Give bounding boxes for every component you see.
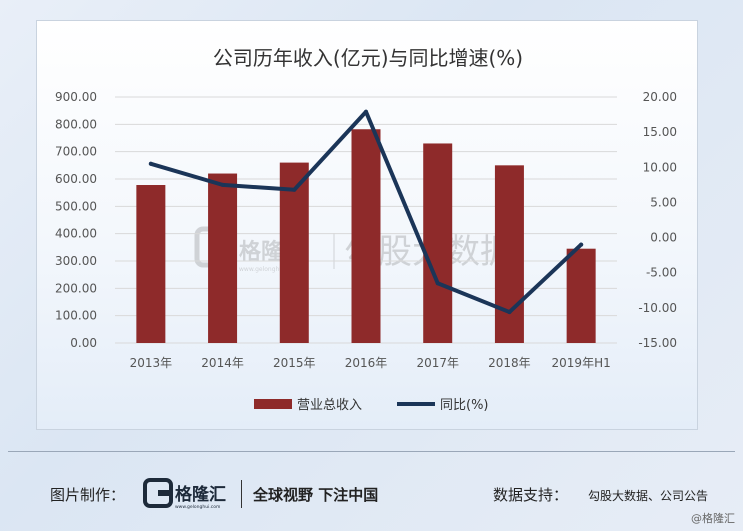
bar [136, 185, 166, 343]
growth-point [579, 242, 584, 247]
y-left-tick-label: 400.00 [55, 227, 97, 241]
credit-label: 图片制作： [50, 486, 126, 504]
chart-legend: 营业总收入 同比(%) [254, 398, 489, 413]
growth-point [435, 281, 440, 286]
bar [208, 173, 238, 343]
legend-label-bar: 营业总收入 [297, 398, 362, 413]
y-right-tick-label: -10.00 [638, 301, 677, 315]
growth-point [364, 109, 368, 114]
x-tick-label: 2014年 [201, 356, 244, 370]
slogan: 全球视野 下注中国 [253, 486, 379, 504]
watermark-site: www.gelonghui.com [239, 266, 300, 273]
x-tick-label: 2015年 [273, 356, 316, 370]
y-left-tick-label: 200.00 [55, 281, 97, 295]
bar [423, 143, 453, 343]
chart-title: 公司历年收入(亿元)与同比增速(%) [213, 46, 523, 70]
x-tick-label: 2013年 [130, 356, 173, 370]
y-right-tick-label: 10.00 [643, 160, 677, 174]
y-right-tick-label: 20.00 [643, 90, 677, 104]
source-label: 数据支持： [493, 486, 569, 504]
bar [351, 129, 381, 343]
bar [279, 162, 309, 343]
brand-logo: 格隆汇 www.gelonghui.com [143, 478, 226, 510]
brand-name: 格隆汇 [175, 484, 226, 505]
x-tick-label: 2016年 [345, 356, 388, 370]
bar [494, 165, 524, 343]
y-left-tick-label: 600.00 [55, 172, 97, 186]
legend-label-line: 同比(%) [440, 398, 489, 413]
y-left-tick-label: 800.00 [55, 117, 97, 131]
y-left-tick-label: 100.00 [55, 309, 97, 323]
y-right-tick-label: 0.00 [650, 231, 677, 245]
bar [566, 248, 596, 343]
x-tick-label: 2019年H1 [552, 356, 611, 370]
y-right-tick-label: 5.00 [650, 195, 677, 209]
legend-swatch-bar [254, 399, 292, 409]
footer: 图片制作： 格隆汇 www.gelonghui.com 全球视野 下注中国 数据… [0, 470, 743, 520]
x-tick-label: 2017年 [416, 356, 459, 370]
brand-separator [241, 480, 242, 508]
y-right-tick-label: 15.00 [643, 125, 677, 139]
y-right-tick-label: -15.00 [638, 336, 677, 350]
x-tick-label: 2018年 [488, 356, 531, 370]
source-value: 勾股大数据、公司公告 [588, 489, 709, 503]
growth-point [148, 161, 153, 166]
growth-point [507, 310, 512, 315]
y-left-tick-label: 900.00 [55, 90, 97, 104]
growth-point [292, 187, 297, 192]
y-left-tick-label: 700.00 [55, 145, 97, 159]
y-left-tick-label: 0.00 [70, 336, 97, 350]
y-left-tick-label: 500.00 [55, 199, 97, 213]
y-left-tick-label: 300.00 [55, 254, 97, 268]
y-right-tick-label: -5.00 [646, 266, 677, 280]
combo-chart: 公司历年收入(亿元)与同比增速(%) 格隆汇 www.gelonghui.com… [55, 46, 677, 413]
brand-site: www.gelonghui.com [175, 504, 220, 510]
growth-point [220, 182, 225, 187]
footer-divider [8, 451, 735, 452]
corner-watermark: @格隆汇 [691, 512, 735, 525]
chart-panel: 公司历年收入(亿元)与同比增速(%) 格隆汇 www.gelonghui.com… [36, 20, 698, 430]
